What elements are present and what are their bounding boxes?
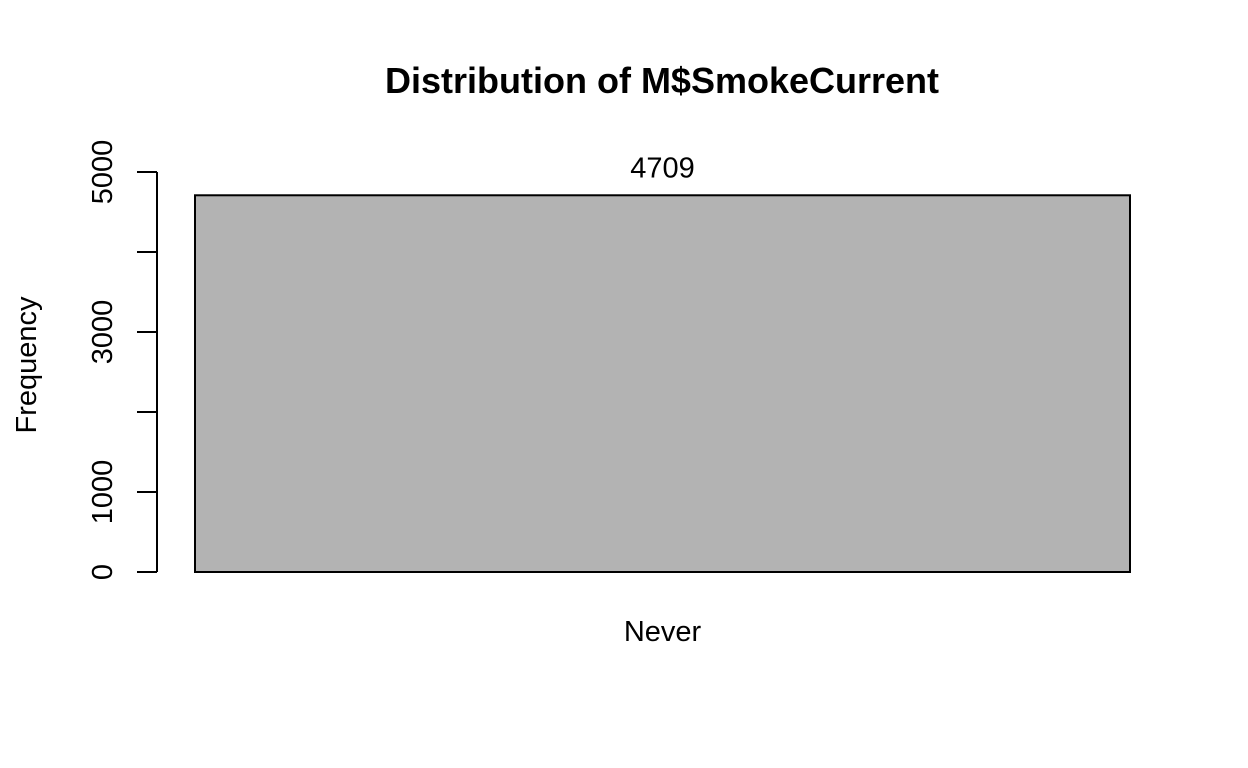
y-axis-label: Frequency: [11, 296, 43, 434]
bar-data-label: 4709: [630, 152, 695, 184]
x-category-label: Never: [624, 616, 702, 648]
y-tick-label: 5000: [87, 140, 119, 205]
bars-group: 4709: [194, 152, 1131, 573]
y-axis: 0 1000 3000 5000: [87, 140, 158, 580]
y-tick-label: 1000: [87, 460, 119, 525]
y-tick-label: 0: [87, 564, 119, 580]
y-tick-label: 3000: [87, 300, 119, 365]
x-axis-labels: Never: [624, 616, 702, 648]
bar-never: [194, 194, 1131, 573]
chart-title: Distribution of M$SmokeCurrent: [385, 60, 939, 101]
